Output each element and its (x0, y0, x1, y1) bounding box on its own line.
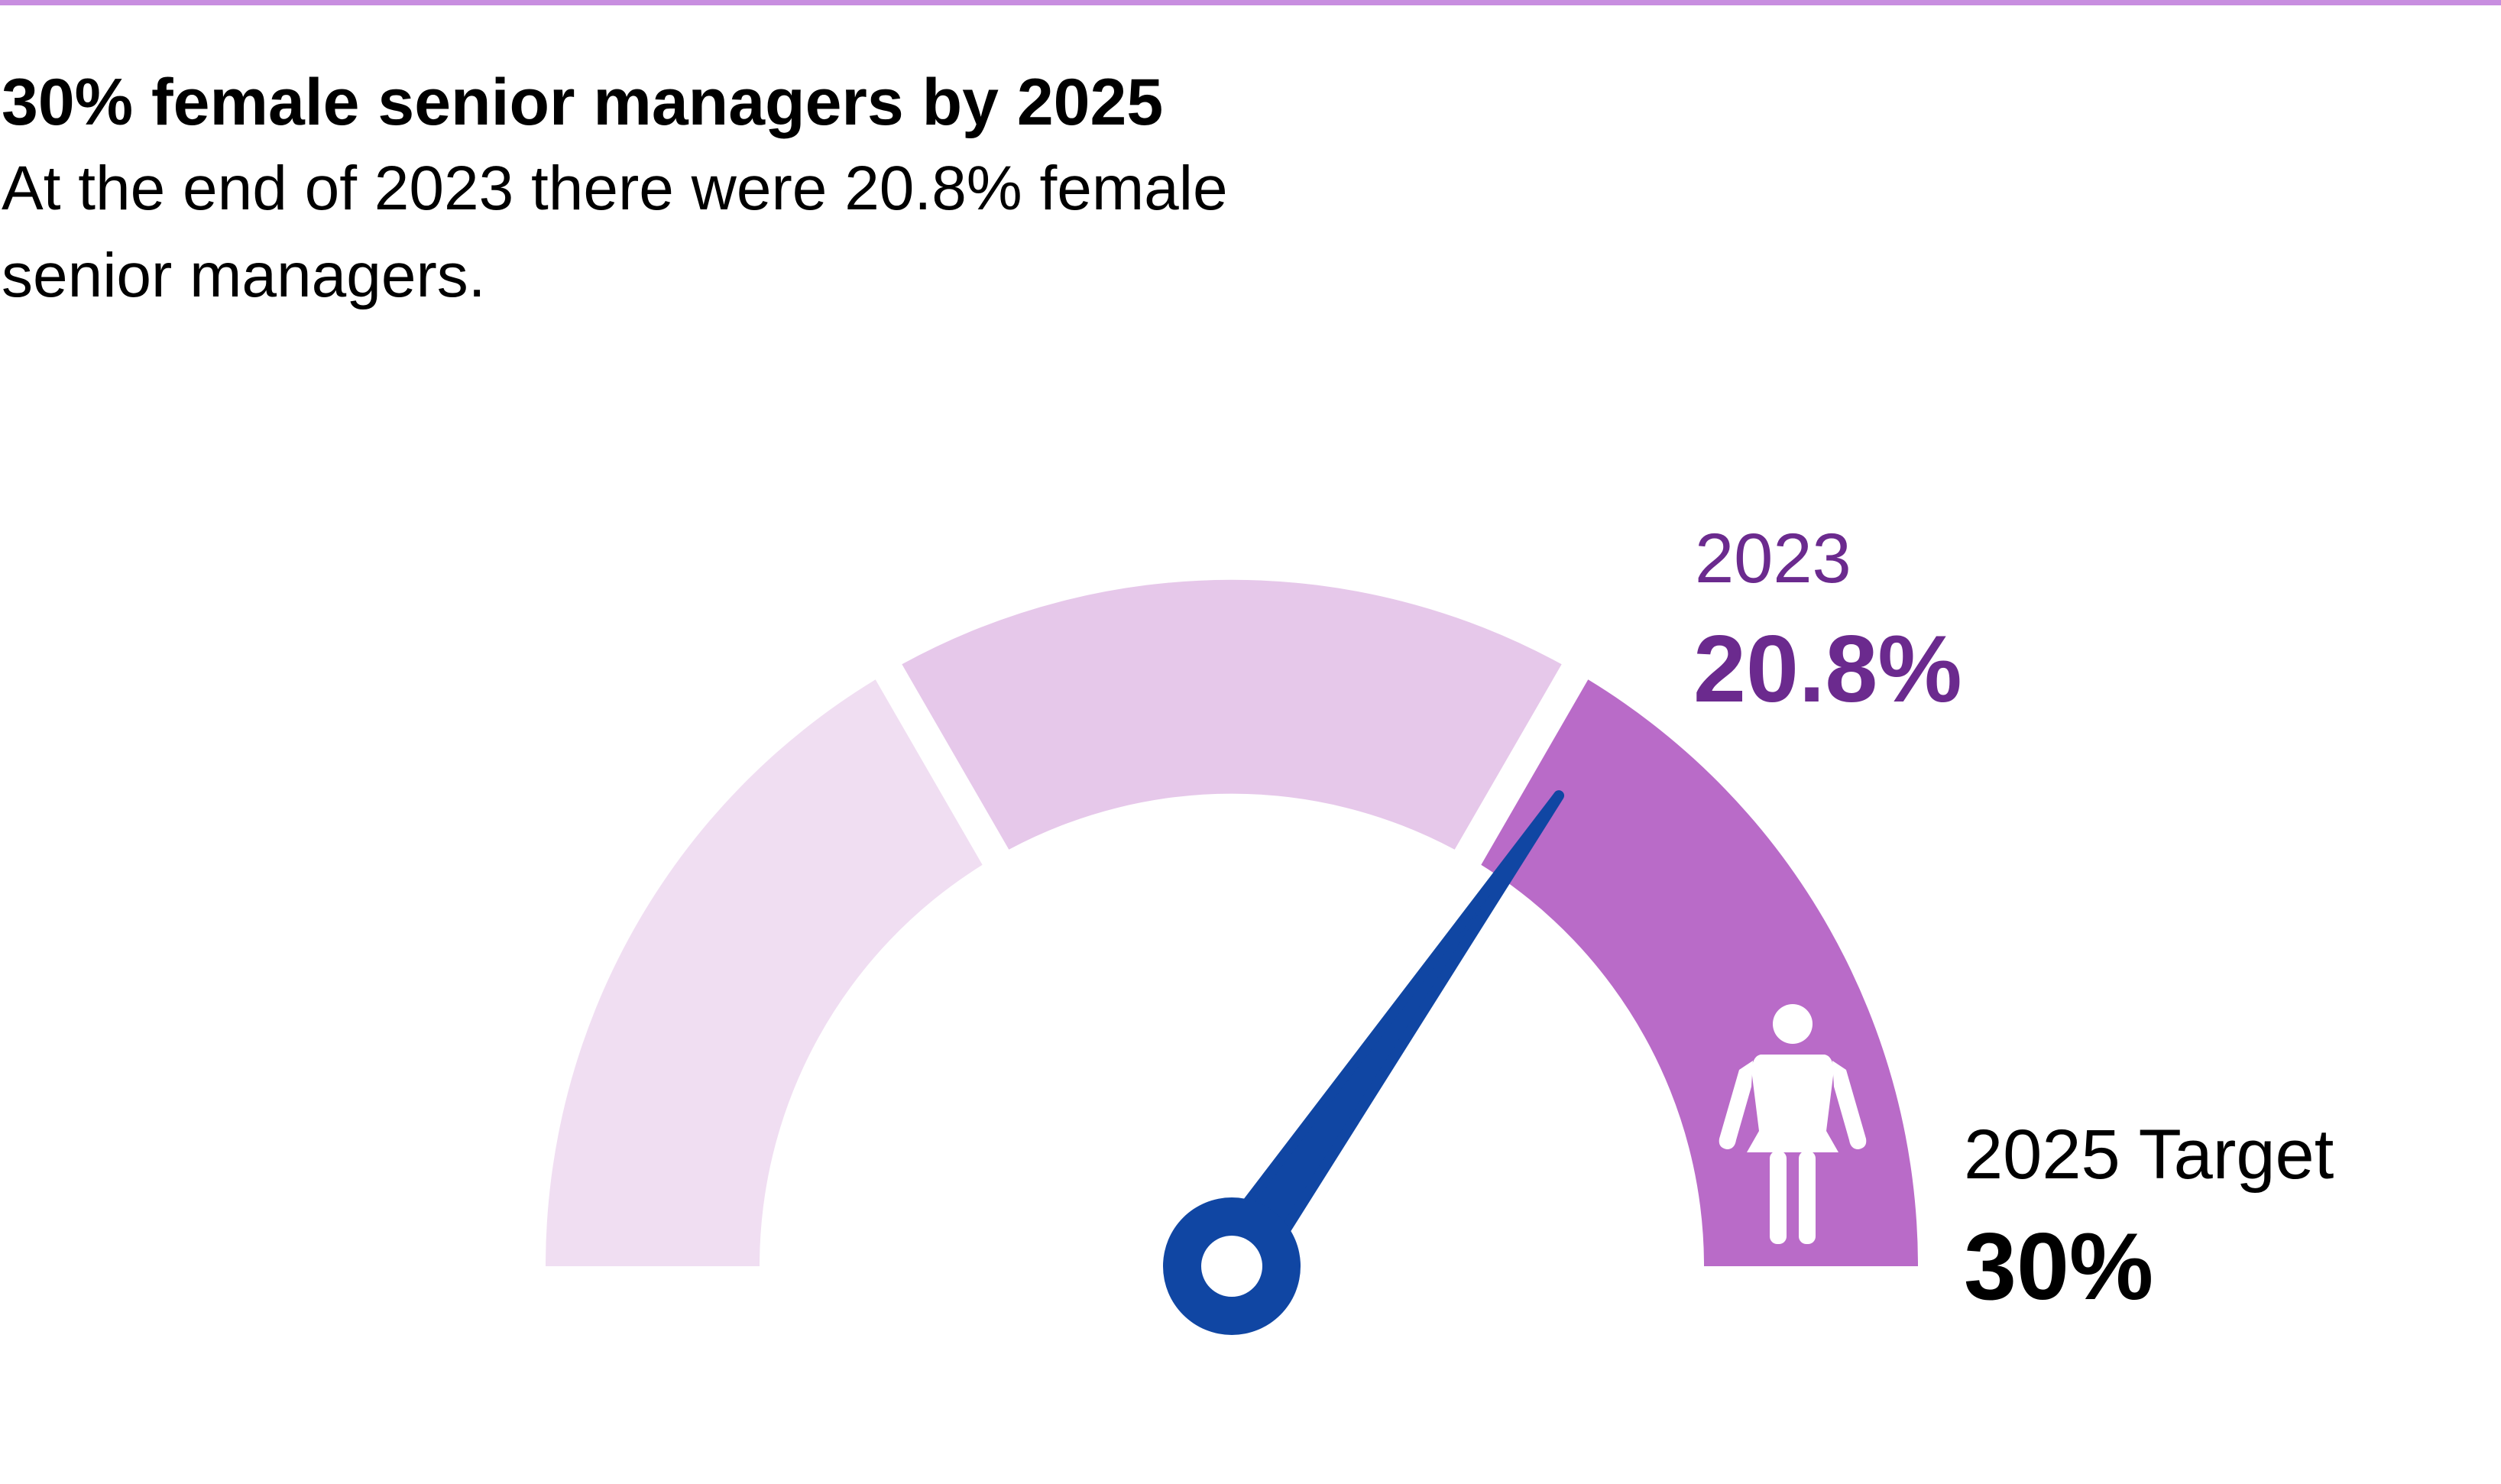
female-person-icon-left-arm (1719, 1061, 1753, 1149)
gauge-band-3 (1481, 679, 1918, 1266)
gauge-needle (1163, 790, 1565, 1335)
female-person-icon-right-leg (1799, 1151, 1816, 1244)
female-person-icon-dress (1747, 1055, 1838, 1152)
target-label: 2025 Target (1964, 1116, 2334, 1194)
target-value-label: 30% (1964, 1214, 2153, 1320)
female-person-icon (1719, 1004, 1867, 1244)
current-year-label: 2023 (1695, 520, 1851, 598)
female-person-icon-left-leg (1770, 1151, 1787, 1244)
female-person-icon-right-arm (1832, 1061, 1867, 1149)
header: 30% female senior managers by 2025 At th… (2, 60, 1453, 319)
page-subtitle: At the end of 2023 there were 20.8% fema… (2, 154, 1228, 310)
gauge-needle-hub-center (1201, 1236, 1262, 1297)
current-value-label: 20.8% (1693, 617, 1962, 722)
gauge-band-1 (545, 679, 983, 1266)
page-title: 30% female senior managers by 2025 (2, 66, 1164, 139)
female-person-icon-head (1773, 1004, 1813, 1044)
top-accent-rule (0, 0, 2501, 5)
gauge-band-2 (902, 579, 1562, 850)
